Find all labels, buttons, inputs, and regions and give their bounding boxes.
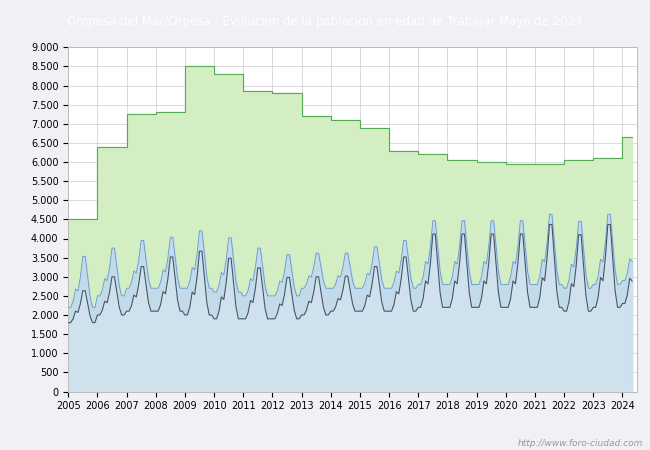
Text: Oropesa del Mar/Orpesa - Evolucion de la poblacion en edad de Trabajar Mayo de 2: Oropesa del Mar/Orpesa - Evolucion de la… <box>67 15 583 28</box>
Text: http://www.foro-ciudad.com: http://www.foro-ciudad.com <box>518 439 644 448</box>
